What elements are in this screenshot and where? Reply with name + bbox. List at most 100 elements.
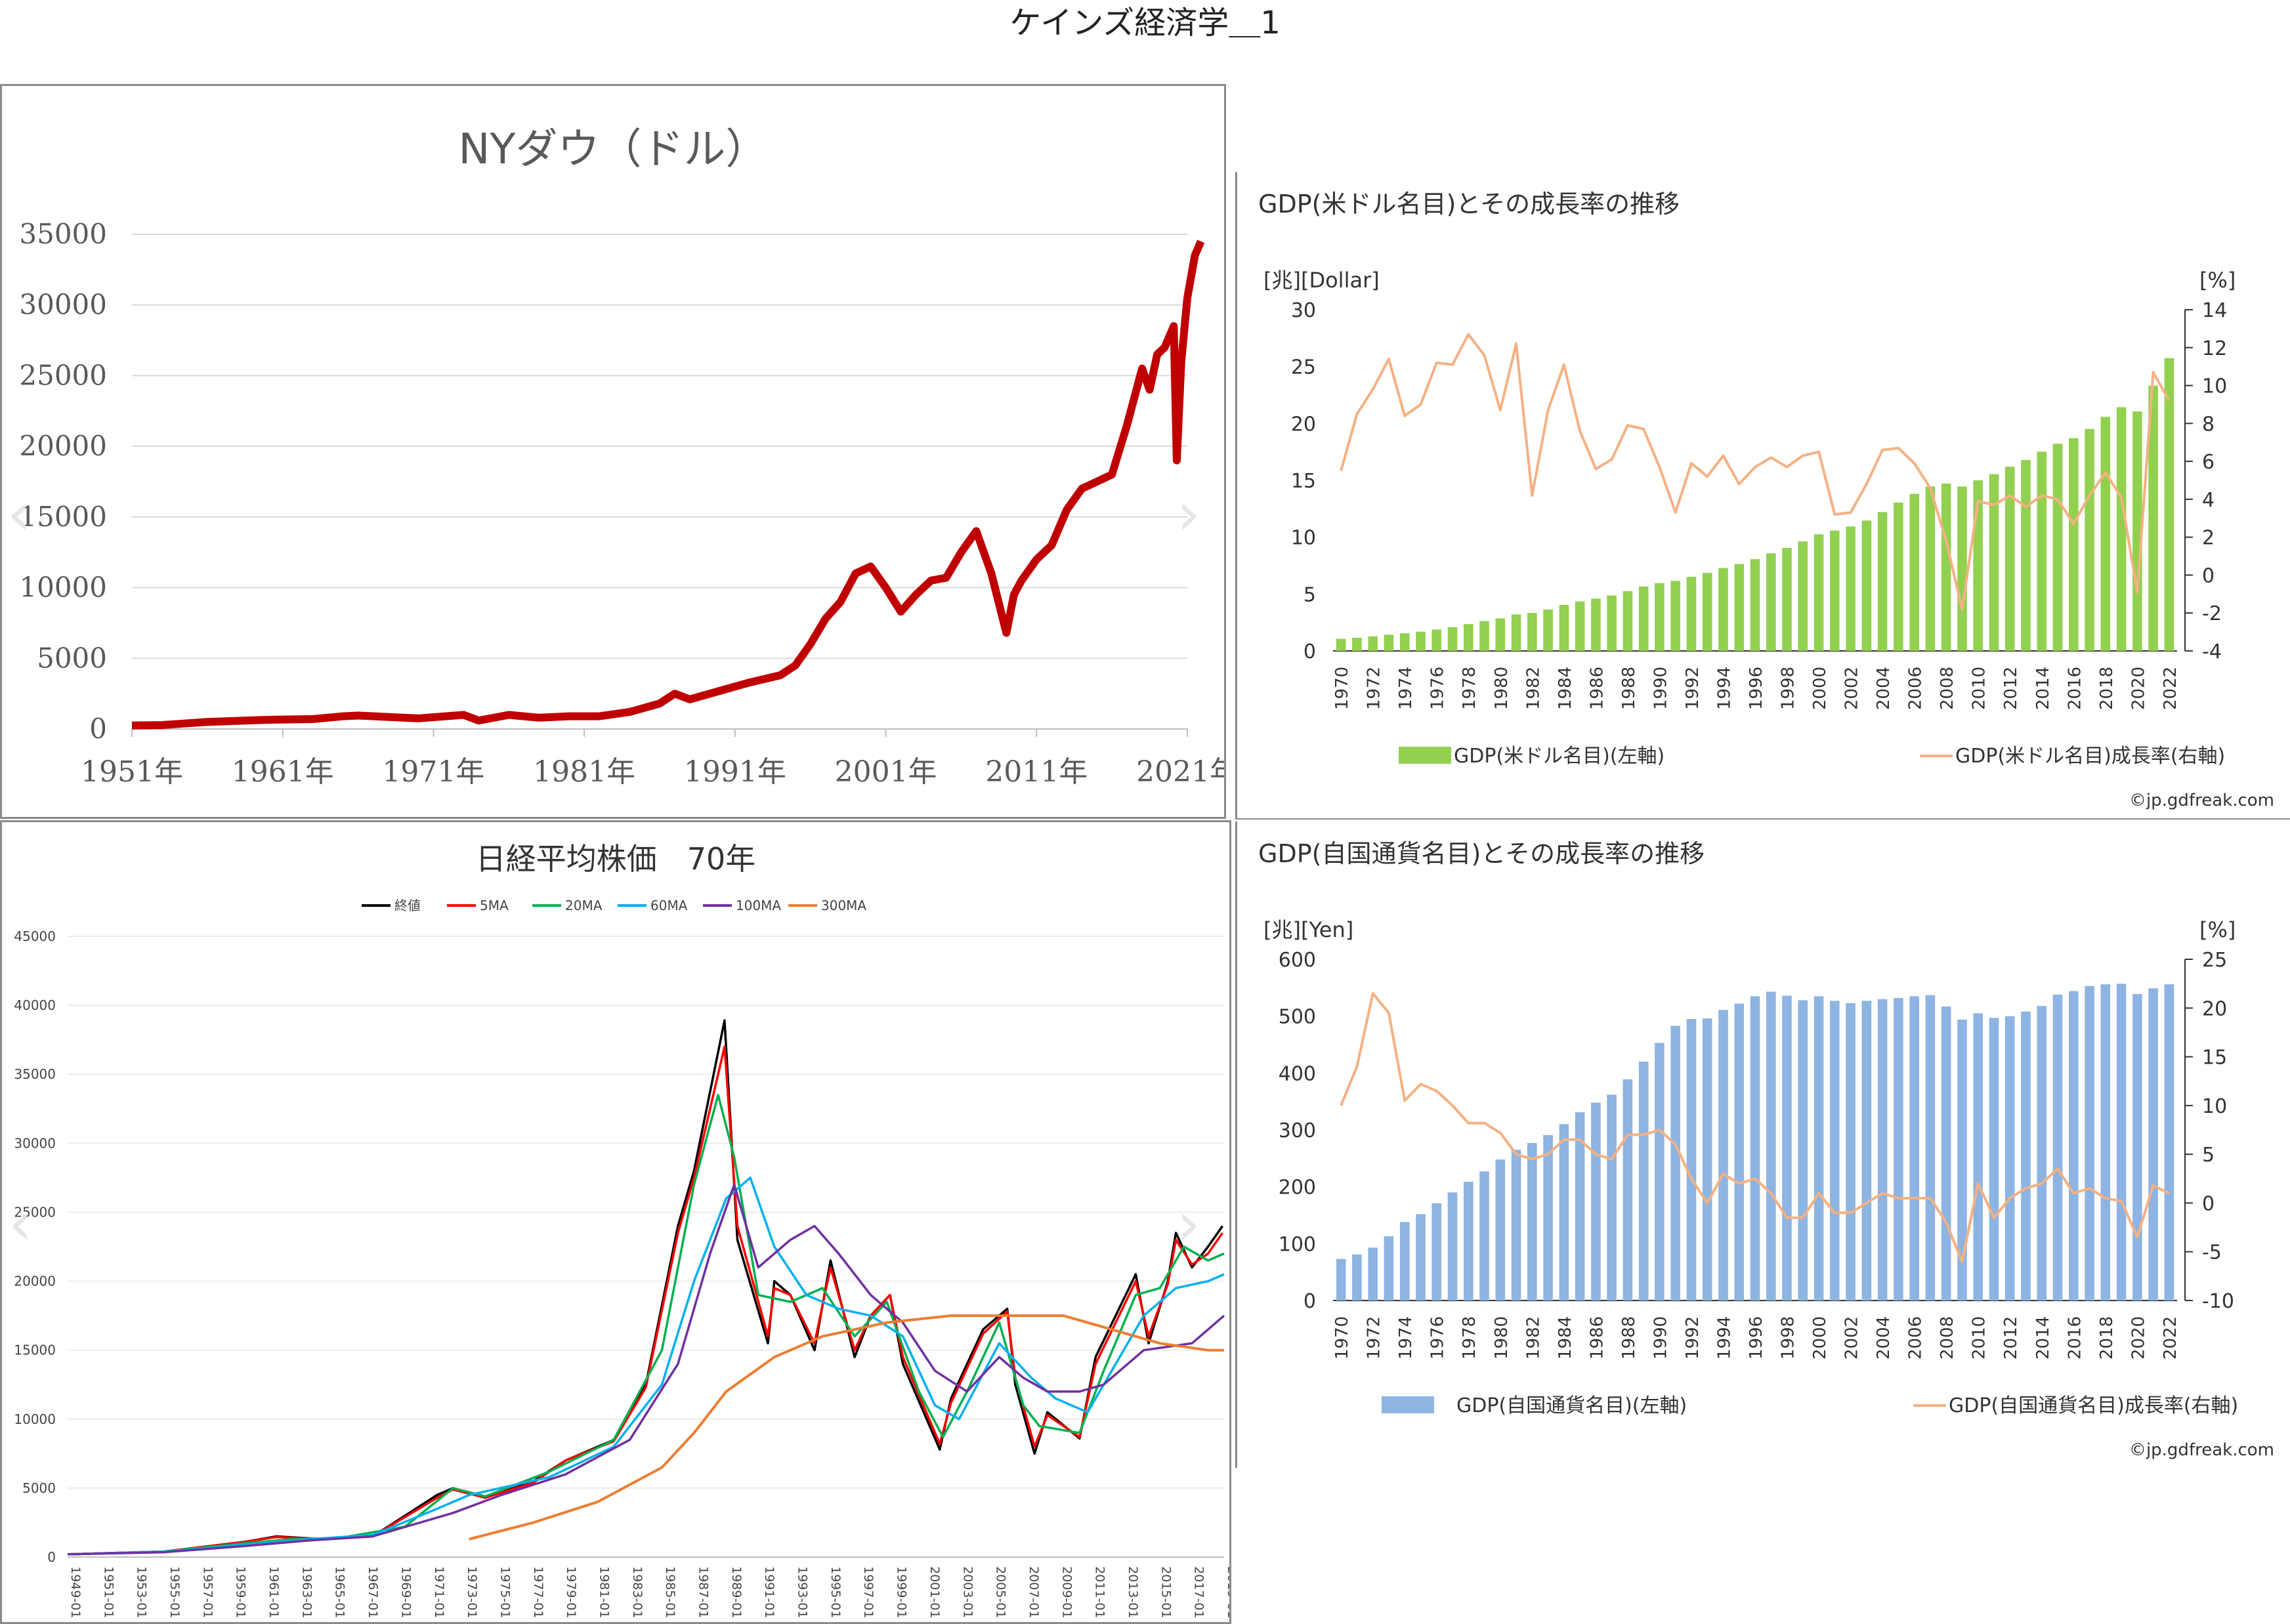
next-arrow-icon[interactable]: › bbox=[1177, 480, 1200, 549]
x-tick-label: 2009-01 bbox=[1059, 1566, 1074, 1618]
x-tick-label: 1990 bbox=[1651, 667, 1670, 710]
y-tick-label-right: 10 bbox=[2202, 1095, 2227, 1118]
y-tick-label: 30000 bbox=[19, 289, 107, 321]
x-tick-label: 2001年 bbox=[835, 755, 937, 789]
y-tick-label: 15000 bbox=[19, 501, 107, 533]
x-tick-label: 1976 bbox=[1428, 1316, 1448, 1360]
legend-label: 100MA bbox=[736, 898, 781, 913]
nikkei-series-line bbox=[67, 1045, 1224, 1556]
x-tick-label: 1951-01 bbox=[101, 1566, 116, 1618]
gdp-bar bbox=[1909, 996, 1919, 1301]
gdp-bar bbox=[1861, 1001, 1872, 1301]
y-tick-label-left: 600 bbox=[1279, 949, 1316, 972]
credit-text: ©jp.gdfreak.com bbox=[2129, 1440, 2274, 1460]
y-tick-label-left: 25 bbox=[1291, 356, 1316, 379]
y-tick-label-left: 100 bbox=[1279, 1233, 1316, 1256]
gdp-bar bbox=[1336, 1259, 1346, 1301]
legend-label: 20MA bbox=[565, 898, 603, 913]
y-tick-label-left: 5 bbox=[1304, 583, 1316, 606]
x-tick-label: 2016 bbox=[2065, 1316, 2085, 1360]
gdp-bar bbox=[1782, 548, 1792, 651]
nikkei-series-line bbox=[67, 1019, 1224, 1556]
y-tick-label: 45000 bbox=[14, 928, 56, 944]
x-tick-label: 2012 bbox=[2001, 667, 2021, 710]
y-tick-label: 0 bbox=[89, 713, 107, 745]
gdp-bar bbox=[2052, 994, 2063, 1301]
gdp-bar bbox=[1431, 1203, 1441, 1301]
x-tick-label: 1971-01 bbox=[432, 1566, 446, 1618]
x-tick-label: 1986 bbox=[1587, 1316, 1607, 1360]
x-tick-label: 1967-01 bbox=[366, 1566, 380, 1618]
x-tick-label: 1999-01 bbox=[895, 1566, 909, 1618]
gdp-bar bbox=[1336, 638, 1346, 651]
x-tick-label: 2000 bbox=[1810, 667, 1830, 710]
gdp-bar bbox=[1750, 996, 1760, 1301]
gdp-bar bbox=[1670, 581, 1680, 651]
gdp-bar bbox=[2116, 984, 2127, 1301]
y-tick-label-right: 4 bbox=[2202, 489, 2215, 512]
y-tick-label-right: 0 bbox=[2202, 1192, 2215, 1215]
x-tick-label: 1987-01 bbox=[696, 1566, 711, 1618]
x-tick-label: 1972 bbox=[1365, 667, 1384, 710]
y-tick-label: 35000 bbox=[14, 1066, 56, 1082]
x-tick-label: 1980 bbox=[1492, 667, 1512, 710]
y-tick-label: 25000 bbox=[19, 359, 107, 391]
gdp-bar bbox=[1416, 631, 1426, 651]
prev-arrow-icon[interactable]: ‹ bbox=[7, 480, 31, 549]
y-tick-label: 35000 bbox=[19, 218, 107, 250]
y-tick-label-right: 8 bbox=[2202, 413, 2215, 436]
x-tick-label: 1984 bbox=[1556, 1316, 1575, 1360]
y-tick-label-right: 25 bbox=[2202, 949, 2227, 972]
gdp-bar bbox=[1575, 601, 1585, 651]
gdp-bar bbox=[1766, 991, 1776, 1301]
gdp-bar bbox=[1813, 534, 1824, 651]
gdp-bar bbox=[1957, 1019, 1967, 1301]
gdp-bar bbox=[2148, 385, 2158, 651]
x-tick-label: 2010 bbox=[1970, 1316, 1989, 1360]
gdp-bar bbox=[1846, 526, 1855, 651]
gdp-bar bbox=[1559, 1124, 1569, 1301]
x-tick-label: 1961年 bbox=[232, 755, 334, 789]
x-tick-label: 1980 bbox=[1492, 1316, 1512, 1360]
x-tick-label: 2000 bbox=[1810, 1316, 1830, 1360]
y-axis-label-left: [兆][Dollar] bbox=[1263, 268, 1380, 293]
gdp-bar bbox=[1543, 1135, 1553, 1301]
x-tick-label: 1994 bbox=[1714, 667, 1734, 710]
x-tick-label: 1993-01 bbox=[795, 1566, 810, 1618]
gdp-bar bbox=[2069, 991, 2079, 1301]
x-tick-label: 2020 bbox=[2129, 1316, 2148, 1360]
y-tick-label-right: 6 bbox=[2202, 451, 2215, 474]
x-tick-label: 1961-01 bbox=[266, 1566, 281, 1618]
gdp-bar bbox=[1813, 996, 1824, 1301]
next-arrow-icon[interactable]: › bbox=[1177, 1190, 1200, 1259]
y-tick-label: 0 bbox=[47, 1549, 56, 1565]
gdp-bar bbox=[2164, 358, 2174, 651]
gdp-bar bbox=[1591, 598, 1601, 651]
gdp-bar bbox=[1925, 995, 1936, 1301]
gdp-bar bbox=[1782, 995, 1792, 1301]
legend-label: 60MA bbox=[650, 898, 688, 913]
jp-gdp-chart-panel: GDP(自国通貨名目)とその成長率の推移 [兆][Yen] [%] 600 500 400… bbox=[1235, 822, 2290, 1468]
gdp-bar bbox=[1989, 474, 1999, 651]
x-tick-label: 1991-01 bbox=[762, 1566, 776, 1618]
x-tick-label: 1969-01 bbox=[398, 1566, 413, 1618]
gdp-bar bbox=[1941, 484, 1951, 651]
y-axis-label-left: [兆][Yen] bbox=[1263, 917, 1353, 942]
gdp-bar bbox=[1734, 564, 1745, 651]
x-tick-label: 2007-01 bbox=[1027, 1566, 1041, 1618]
prev-arrow-icon[interactable]: ‹ bbox=[9, 1190, 32, 1259]
x-tick-label: 1953-01 bbox=[135, 1566, 149, 1618]
nikkei-chart-panel: 日経平均株価 70年 終値 5MA 20MA 60MA 100MA 300MA 45000 40… bbox=[0, 820, 1231, 1624]
gdp-bar bbox=[1527, 613, 1537, 651]
gdp-bar bbox=[2132, 411, 2142, 651]
y-tick-label-right: -5 bbox=[2202, 1241, 2222, 1264]
nikkei-series-line bbox=[67, 1094, 1225, 1556]
y-tick-label-right: 10 bbox=[2202, 375, 2227, 398]
gdp-bar bbox=[2004, 467, 2015, 651]
gdp-bar bbox=[1464, 624, 1474, 651]
y-tick-label-right: 14 bbox=[2202, 299, 2227, 322]
y-tick-label-right: 20 bbox=[2202, 997, 2227, 1020]
x-tick-label: 1986 bbox=[1587, 667, 1607, 710]
gdp-bar bbox=[1846, 1003, 1855, 1301]
